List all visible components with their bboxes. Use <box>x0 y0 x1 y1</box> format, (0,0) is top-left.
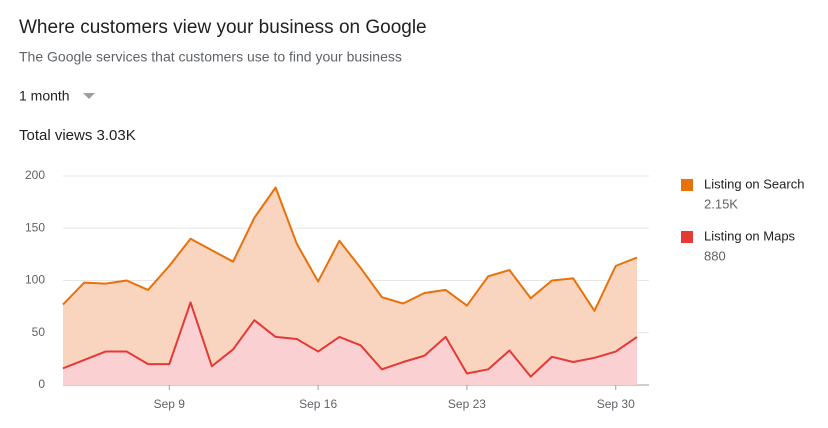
y-tick-label: 200 <box>25 168 45 182</box>
y-tick-label: 150 <box>25 220 45 234</box>
x-tick-label: Sep 16 <box>299 397 337 411</box>
y-tick-label: 0 <box>38 377 45 391</box>
x-tick-label: Sep 30 <box>597 397 635 411</box>
legend-swatch <box>681 179 693 191</box>
line <box>62 186 638 312</box>
area <box>63 187 637 377</box>
total-views: Total views 3.03K <box>19 127 136 144</box>
legend-swatch <box>681 231 693 243</box>
x-tick-label: Sep 23 <box>448 397 486 411</box>
title: Where customers view your business on Go… <box>19 17 427 38</box>
y-tick-label: 50 <box>32 325 46 339</box>
legend-total: 880 <box>704 248 726 263</box>
period-dropdown[interactable]: 1 month <box>19 88 70 104</box>
legend-label: Listing on Search <box>704 176 804 191</box>
x-tick-label: Sep 9 <box>154 397 186 411</box>
legend-total: 2.15K <box>704 196 738 211</box>
y-tick-label: 100 <box>25 273 45 287</box>
line <box>62 301 638 378</box>
subtitle: The Google services that customers use t… <box>19 49 402 65</box>
legend-label: Listing on Maps <box>704 228 796 243</box>
area <box>63 302 637 385</box>
dropdown-arrow[interactable] <box>83 93 95 99</box>
